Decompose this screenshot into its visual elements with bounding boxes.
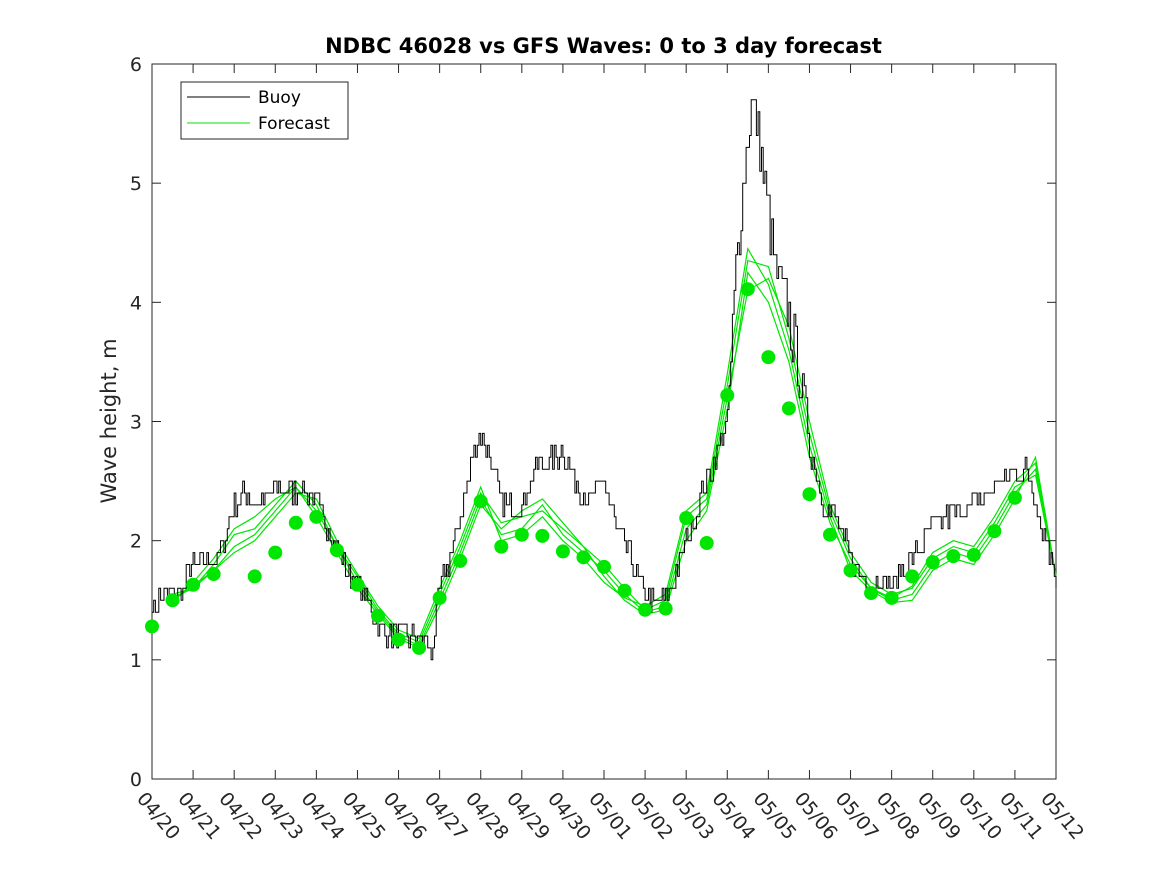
legend-forecast-label: Forecast [258,114,330,134]
x-tick-label: 05/03 [666,788,718,844]
y-tick-label: 0 [130,769,142,791]
x-tick-label: 05/02 [625,788,677,844]
x-tick-label: 05/05 [749,788,801,844]
analysis-point [843,563,858,578]
x-tick-label: 04/24 [297,788,349,844]
analysis-point [350,577,365,592]
analysis-point [946,549,961,564]
analysis-point [802,487,817,502]
analysis-point [432,590,447,605]
analysis-point [740,282,755,297]
analysis-point [165,593,180,608]
analysis-point [884,590,899,605]
analysis-point [658,601,673,616]
analysis-point [864,586,879,601]
plot-area [145,63,1057,780]
analysis-point [823,527,837,542]
x-tick-label: 04/22 [214,788,266,844]
analysis-point [535,528,550,543]
x-tick-label: 04/26 [379,788,431,844]
analysis-point [371,608,385,623]
analysis-point [288,515,303,530]
x-tick-label: 05/08 [872,788,924,844]
analysis-point [925,555,940,570]
y-tick-label: 1 [130,650,142,672]
x-tick-label: 05/06 [790,788,842,844]
analysis-point [309,509,324,524]
analysis-point [617,583,632,598]
analysis-points [145,282,1022,655]
buoy-series-line [152,99,1057,661]
analysis-point [781,401,796,416]
analysis-point [494,539,509,554]
analysis-point [576,550,591,565]
analysis-point [514,527,529,542]
legend-buoy-label: Buoy [258,88,301,108]
x-tick-label: 04/25 [338,788,390,844]
x-tick-label: 05/12 [1036,788,1088,844]
plot-frame [151,63,1057,780]
x-tick-label: 05/11 [995,788,1047,844]
analysis-point [761,350,776,365]
analysis-point [720,388,735,403]
buoy-line [152,99,1057,661]
x-tick-label: 04/29 [502,788,554,844]
x-tick-label: 04/20 [132,788,184,844]
analysis-point [206,567,221,582]
analysis-point [679,511,694,526]
x-tick-label: 04/23 [255,788,307,844]
x-tick-label: 05/09 [913,788,965,844]
forecast-series-line [172,246,1057,640]
y-tick-label: 5 [130,173,142,195]
y-tick-label: 6 [130,54,142,76]
analysis-point [247,569,262,584]
analysis-point [412,640,427,655]
y-tick-label: 3 [130,412,142,434]
analysis-point [597,559,611,574]
y-axis: 0 1 2 3 4 5 6 [130,54,1056,791]
analysis-point [699,536,714,551]
analysis-point [987,524,1002,539]
analysis-point [966,547,981,562]
analysis-point [453,553,468,568]
y-axis-label: Wave height, m [97,338,121,503]
x-tick-label: 04/27 [420,788,472,844]
analysis-point [391,632,406,647]
x-tick-label: 04/28 [461,788,513,844]
x-tick-label: 05/07 [831,788,883,844]
x-tick-label: 05/10 [954,788,1006,844]
x-tick-label: 05/01 [584,788,636,844]
analysis-point [905,569,920,584]
analysis-point [186,577,201,592]
analysis-point [145,619,159,634]
analysis-point [555,544,570,559]
analysis-point [329,543,344,558]
chart-title: NDBC 46028 vs GFS Waves: 0 to 3 day fore… [325,34,882,58]
analysis-point [1007,490,1022,505]
y-tick-label: 2 [130,531,142,553]
analysis-point [473,494,488,509]
x-tick-label: 04/30 [543,788,595,844]
analysis-point [638,602,653,617]
x-tick-label: 04/21 [173,788,225,844]
analysis-point [268,545,283,560]
legend-box [180,81,349,140]
x-tick-label: 05/04 [707,788,759,844]
y-tick-label: 4 [130,292,142,314]
legend: Buoy Forecast [180,81,349,140]
